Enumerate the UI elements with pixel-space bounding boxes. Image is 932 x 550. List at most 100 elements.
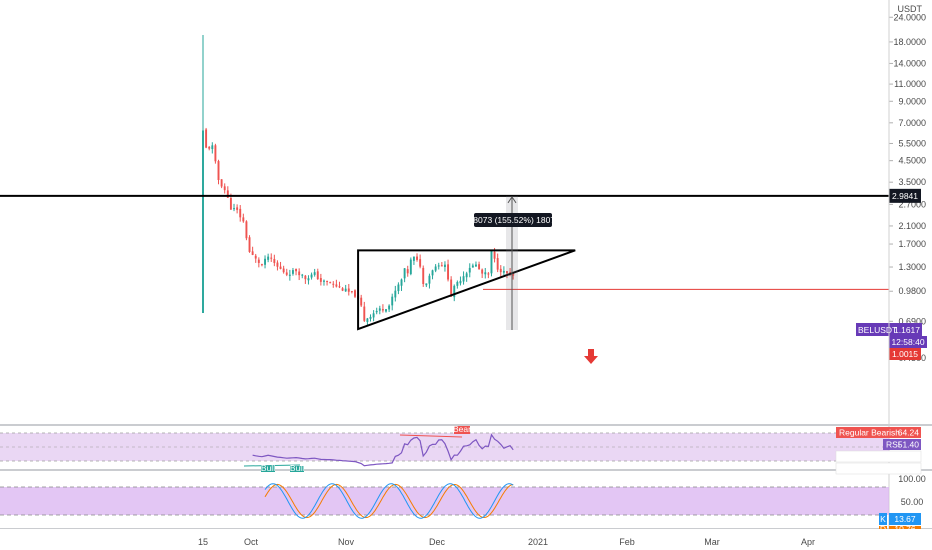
candle-body [260, 264, 263, 266]
price-tick-label: 14.0000 [893, 58, 926, 68]
price-tick-label: 0.6900 [898, 316, 926, 326]
price-tick-label: 1.3000 [898, 262, 926, 272]
candle-body [512, 272, 515, 276]
candle-body [391, 296, 394, 306]
k-key-label: K [880, 514, 886, 524]
candle-body [437, 265, 440, 267]
candle-body [313, 272, 316, 275]
candle-body [202, 130, 204, 314]
candle-body [372, 313, 375, 318]
candle-body [335, 284, 338, 287]
candle-body [509, 272, 512, 274]
bullish-divergence-line [243, 464, 301, 467]
rsi-tag-box [836, 427, 921, 438]
candle-body [471, 265, 474, 268]
candle-body [251, 251, 254, 255]
candle-body [245, 221, 248, 239]
candle-body [400, 279, 403, 286]
candle-body [434, 266, 437, 271]
candle-body [422, 267, 425, 285]
candle-body [431, 270, 434, 276]
price-tick-label: 18.0000 [893, 37, 926, 47]
candle-body [295, 268, 298, 272]
candle-body [338, 286, 341, 288]
candle-body [475, 264, 477, 267]
candle-body [360, 297, 363, 306]
stoch-tick-label: 100.00 [898, 474, 926, 484]
price-tick-label: 11.0000 [894, 79, 926, 89]
candle-body [459, 280, 462, 284]
time-tick-label: 2021 [528, 537, 548, 547]
candle-body [347, 288, 350, 292]
price-tick-label: 9.0000 [898, 96, 926, 106]
candle-body [323, 280, 325, 282]
bear-label-box [454, 426, 470, 434]
rsi-tag-box [835, 450, 922, 463]
support-tag: 1.0015 [892, 349, 918, 359]
candle-body [493, 251, 496, 259]
candle-body [412, 256, 415, 261]
time-tick-label: Feb [619, 537, 635, 547]
candle-body [211, 145, 214, 150]
price-unit-label: USDT [898, 4, 923, 14]
candle-body [226, 190, 229, 198]
time-tick-label: Dec [429, 537, 446, 547]
bear-label: Bear [453, 424, 471, 434]
price-tick-label: 2.1000 [898, 221, 926, 231]
candle-body [276, 262, 279, 267]
bull-label: Bull [261, 463, 275, 473]
candle-body [270, 257, 273, 259]
candle-body [304, 275, 307, 280]
countdown-box [889, 336, 927, 348]
candle-body [453, 285, 456, 298]
rsi-tag-box [835, 462, 922, 475]
candle-body [248, 237, 251, 252]
candle-body [301, 274, 304, 276]
candle-body [375, 310, 378, 313]
candle-body [220, 179, 223, 187]
rsi-tag-value: 51.40 [898, 440, 920, 450]
candle-body [257, 259, 260, 263]
candle-body [332, 283, 335, 285]
candle-body [344, 288, 347, 292]
candle-body [450, 279, 453, 297]
price-tick-label: 1.7000 [898, 239, 926, 249]
candle-body [496, 258, 499, 270]
resistance-tag: 2.9841 [892, 191, 918, 201]
price-tick-label: 3.5000 [898, 177, 926, 187]
last-price-tag: 1.1617 [894, 325, 920, 335]
rsi-tag-value: 39.55 [898, 452, 920, 462]
measure-label: 1.8073 (155.52%) 18073 [466, 215, 560, 225]
rsi-tag-label: Hidden Bullish [839, 464, 894, 474]
time-tick-label: Oct [244, 537, 259, 547]
support-tag-box [889, 348, 921, 360]
bull-label-box [261, 466, 275, 472]
time-tick-label: Mar [704, 537, 720, 547]
candle-body [239, 208, 242, 218]
candle-body [267, 256, 270, 260]
price-tick-label: 7.0000 [898, 118, 926, 128]
candle-body [490, 250, 493, 274]
price-tick-label: 5.5000 [898, 138, 926, 148]
ascending-triangle [357, 249, 576, 331]
candle-body [440, 265, 443, 267]
bull-label: Bull [290, 463, 304, 473]
candle-body [403, 268, 406, 279]
candle-body [254, 255, 257, 259]
candle-body [229, 197, 232, 210]
stoch-d-line [264, 483, 514, 519]
candle-body [316, 271, 319, 280]
candle-body [462, 276, 465, 282]
candle-body [381, 309, 384, 311]
rsi-tag-label: RSI [886, 440, 900, 450]
candle-body [319, 278, 322, 282]
price-tick-label: 4.5000 [898, 156, 926, 166]
candle-body [310, 274, 313, 278]
countdown-tag: 12:58:40 [891, 337, 924, 347]
k-key-box [879, 513, 887, 525]
measure-arrow-icon [507, 195, 517, 204]
candle-body [214, 145, 217, 162]
candle-body [285, 272, 288, 275]
down-arrow-icon [584, 349, 598, 364]
